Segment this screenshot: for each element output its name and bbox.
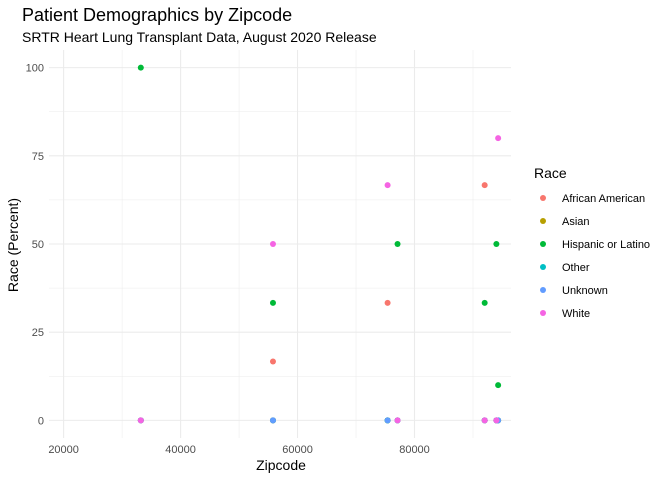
legend-key-asian	[540, 218, 546, 224]
point-white	[493, 417, 500, 424]
legend-label-white: White	[562, 308, 590, 320]
legend-label-other: Other	[562, 262, 590, 274]
data-points	[137, 64, 502, 424]
y-tick-label: 75	[32, 151, 44, 163]
point-white	[269, 241, 276, 247]
y-tick-label: 50	[32, 239, 44, 251]
legend-label-asian: Asian	[562, 216, 590, 228]
legend-key-white	[540, 310, 546, 316]
x-tick-label: 80000	[399, 444, 430, 456]
legend-key-african-american	[540, 195, 546, 201]
x-tick-label: 20000	[48, 444, 79, 456]
y-axis-label: Race (Percent)	[5, 198, 21, 292]
legend-label-hispanic-or-latino: Hispanic or Latino	[562, 239, 650, 251]
point-hispanic-or-latino	[493, 241, 500, 247]
x-tick-label: 60000	[282, 444, 313, 456]
point-unknown	[384, 417, 391, 424]
legend-key-other	[540, 264, 546, 270]
y-tick-label: 0	[38, 415, 44, 427]
point-hispanic-or-latino	[137, 64, 144, 71]
point-white	[137, 417, 144, 424]
point-hispanic-or-latino	[481, 299, 488, 306]
chart-subtitle: SRTR Heart Lung Transplant Data, August …	[22, 29, 377, 45]
point-hispanic-or-latino	[269, 299, 276, 306]
legend-title: Race	[534, 165, 567, 181]
x-axis-label: Zipcode	[256, 457, 306, 473]
y-tick-label: 100	[26, 63, 44, 75]
legend-label-unknown: Unknown	[562, 285, 608, 297]
point-white	[384, 182, 391, 189]
x-tick-label: 40000	[165, 444, 196, 456]
point-hispanic-or-latino	[394, 241, 401, 247]
plot-panel	[49, 50, 511, 438]
y-tick-label: 25	[32, 327, 44, 339]
point-african-american	[384, 299, 391, 306]
point-white	[495, 135, 502, 142]
legend-label-african-american: African American	[562, 193, 645, 205]
legend-key-hispanic-or-latino	[540, 241, 546, 247]
point-white	[394, 417, 401, 424]
y-axis-ticks: 0 25 50 75 100	[26, 63, 44, 428]
chart-title: Patient Demographics by Zipcode	[22, 5, 292, 25]
point-african-american	[481, 182, 488, 189]
legend-key-unknown	[540, 287, 546, 293]
point-white	[481, 417, 488, 424]
point-hispanic-or-latino	[495, 382, 502, 389]
legend: Race African American Asian Hispanic or La…	[534, 165, 650, 320]
point-unknown	[269, 417, 276, 424]
x-axis-ticks: 20000 40000 60000 80000	[48, 444, 429, 456]
point-african-american	[269, 358, 276, 365]
